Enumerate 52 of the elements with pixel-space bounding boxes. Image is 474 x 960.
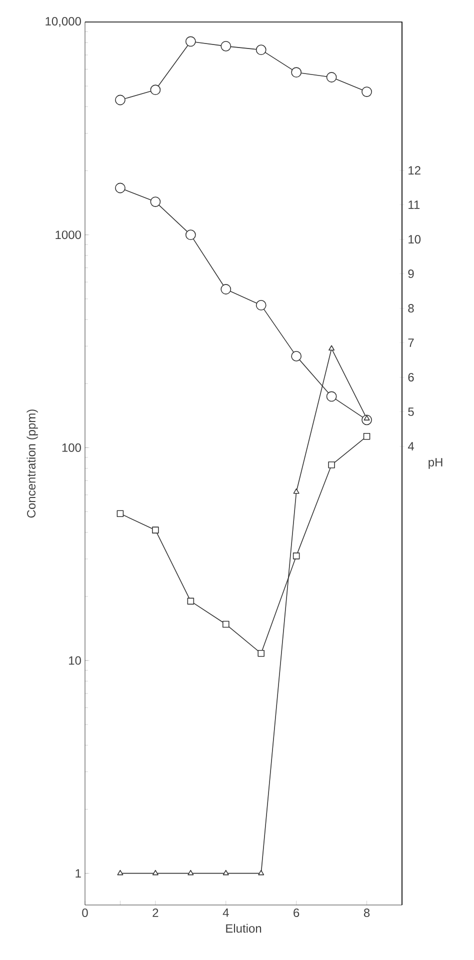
y2-tick-label: 11 [408,200,420,209]
point [258,870,264,876]
point [292,552,300,560]
point [362,86,372,97]
point [291,350,302,362]
point [222,620,230,628]
point [188,870,194,876]
y2-axis-title: pH [428,458,442,469]
y-tick-label: 10,000 [46,17,81,27]
y-axis-title: Concentration (ppm) [26,410,38,518]
point [117,870,124,876]
point [291,67,302,78]
y2-tick-label: 10 [408,235,421,244]
point [150,84,161,96]
point [328,345,335,351]
y2-tick-label: 8 [408,304,414,313]
y-tick-label: 1000 [56,230,81,240]
x-tick-label: 6 [294,908,300,918]
point [150,196,161,207]
point [187,598,194,605]
point [115,94,126,106]
point [256,300,266,310]
x-tick-label: 0 [82,908,88,918]
x-tick-label: 2 [152,908,158,917]
point [256,44,266,56]
y2-tick-label: 12 [408,166,420,174]
y2-tick-label: 4 [408,442,414,450]
point [220,284,232,294]
y-tick-label: 100 [62,443,81,452]
point [293,488,300,494]
point [258,650,265,657]
point [222,870,229,876]
point [220,40,232,52]
y-tick-label: 1 [76,869,81,878]
point [185,230,196,240]
y2-tick-label: 6 [408,373,414,382]
y2-tick-label: 7 [408,338,414,347]
point [116,510,124,517]
x-tick-label: 8 [364,908,370,918]
point [152,526,159,534]
point [328,461,335,468]
y2-tick-label: 5 [408,408,414,416]
x-tick-label: 4 [222,908,229,917]
x-axis-title: Elution [226,924,262,933]
point [326,391,337,402]
point [185,36,196,47]
point [115,182,126,194]
point [326,72,337,82]
y-tick-label: 10 [69,656,81,665]
point [363,432,370,440]
y2-tick-label: 9 [408,270,414,278]
point [152,870,158,876]
